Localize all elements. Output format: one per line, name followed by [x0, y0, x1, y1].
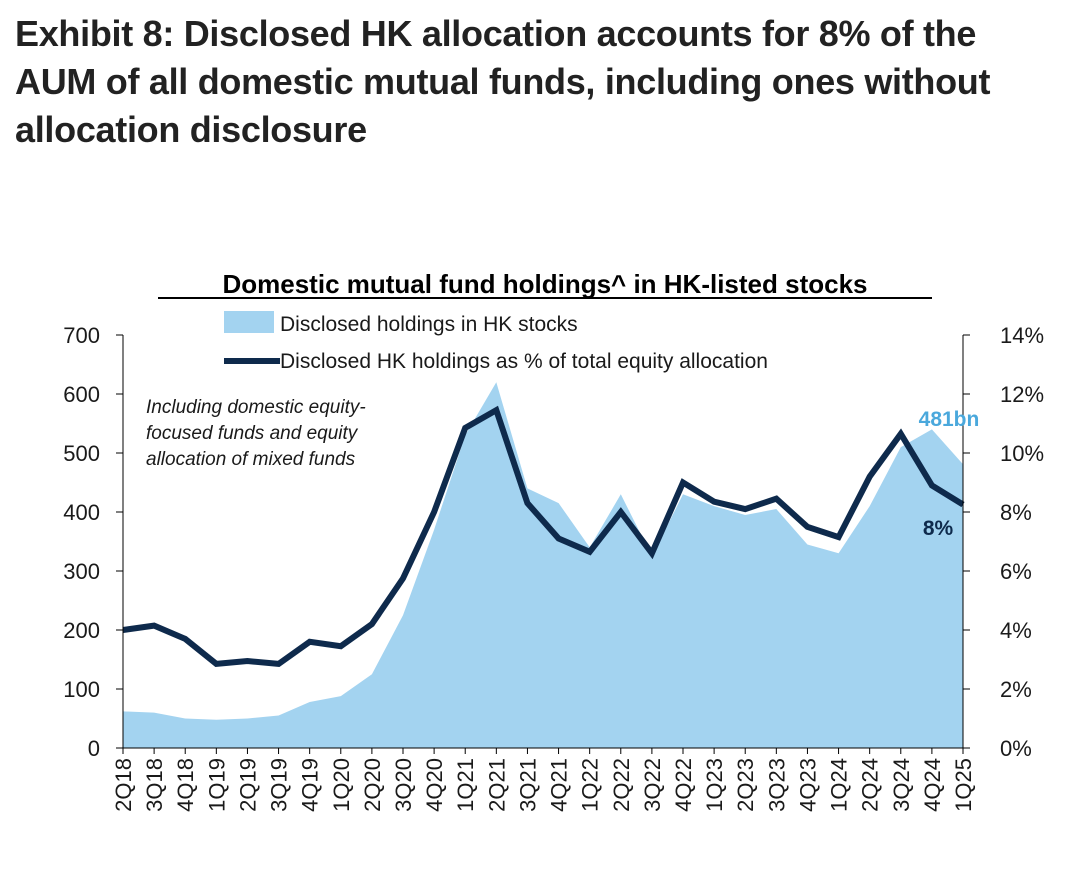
x-tick-label: 4Q22 [671, 758, 696, 812]
x-tick-label: 3Q22 [640, 758, 665, 812]
x-tick-label: 1Q20 [329, 758, 354, 812]
x-tick-label: 4Q20 [422, 758, 447, 812]
legend-swatch-holdings [224, 311, 274, 333]
x-tick-label: 1Q23 [702, 758, 727, 812]
x-tick-label: 2Q21 [484, 758, 509, 812]
x-tick-label: 2Q24 [858, 758, 883, 812]
x-tick-label: 3Q19 [267, 758, 292, 812]
x-tick-label: 1Q19 [204, 758, 229, 812]
x-tick-label: 3Q24 [889, 758, 914, 812]
x-tick-label: 2Q20 [360, 758, 385, 812]
legend-label-holdings: Disclosed holdings in HK stocks [280, 313, 578, 336]
x-tick-label: 1Q24 [827, 758, 852, 812]
x-tick-label: 1Q22 [578, 758, 603, 812]
exhibit-title: Exhibit 8: Disclosed HK allocation accou… [15, 13, 991, 150]
y-left-tick-label: 300 [63, 559, 100, 584]
chart-title: Domestic mutual fund holdings^ in HK-lis… [222, 269, 867, 299]
x-tick-label: 1Q21 [453, 758, 478, 812]
x-tick-label: 4Q21 [547, 758, 572, 812]
y-left-tick-label: 500 [63, 441, 100, 466]
x-tick-label: 3Q23 [764, 758, 789, 812]
legend-label-pct: Disclosed HK holdings as % of total equi… [280, 350, 768, 373]
x-tick-label: 2Q23 [733, 758, 758, 812]
y-right-tick-label: 12% [1000, 382, 1044, 407]
area-end-label: 481bn [919, 408, 980, 431]
line-end-label: 8% [923, 517, 954, 540]
x-tick-label: 4Q23 [795, 758, 820, 812]
x-tick-label: 2Q19 [235, 758, 260, 812]
y-left-tick-label: 400 [63, 500, 100, 525]
x-tick-label: 3Q20 [391, 758, 416, 812]
y-left-tick-label: 700 [63, 323, 100, 348]
y-right-tick-label: 10% [1000, 441, 1044, 466]
line-series-pct [122, 405, 965, 667]
chart-note: Including domestic equity-focused funds … [146, 397, 366, 470]
x-tick-label: 2Q18 [111, 758, 136, 812]
y-right-tick-label: 4% [1000, 618, 1032, 643]
x-tick-label: 4Q24 [920, 758, 945, 812]
y-left-tick-label: 600 [63, 382, 100, 407]
area-series-holdings [123, 382, 963, 748]
y-right-tick-label: 14% [1000, 323, 1044, 348]
y-left-tick-label: 200 [63, 618, 100, 643]
x-tick-label: 3Q21 [515, 758, 540, 812]
y-right-tick-label: 8% [1000, 500, 1032, 525]
y-left-tick-label: 100 [63, 677, 100, 702]
x-tick-label: 3Q18 [142, 758, 167, 812]
x-tick-label: 1Q25 [951, 758, 976, 812]
x-tick-label: 2Q22 [609, 758, 634, 812]
y-right-tick-label: 6% [1000, 559, 1032, 584]
y-right-tick-label: 0% [1000, 736, 1032, 761]
y-left-tick-label: 0 [88, 736, 100, 761]
x-tick-label: 4Q18 [173, 758, 198, 812]
y-right-tick-label: 2% [1000, 677, 1032, 702]
x-tick-label: 4Q19 [298, 758, 323, 812]
